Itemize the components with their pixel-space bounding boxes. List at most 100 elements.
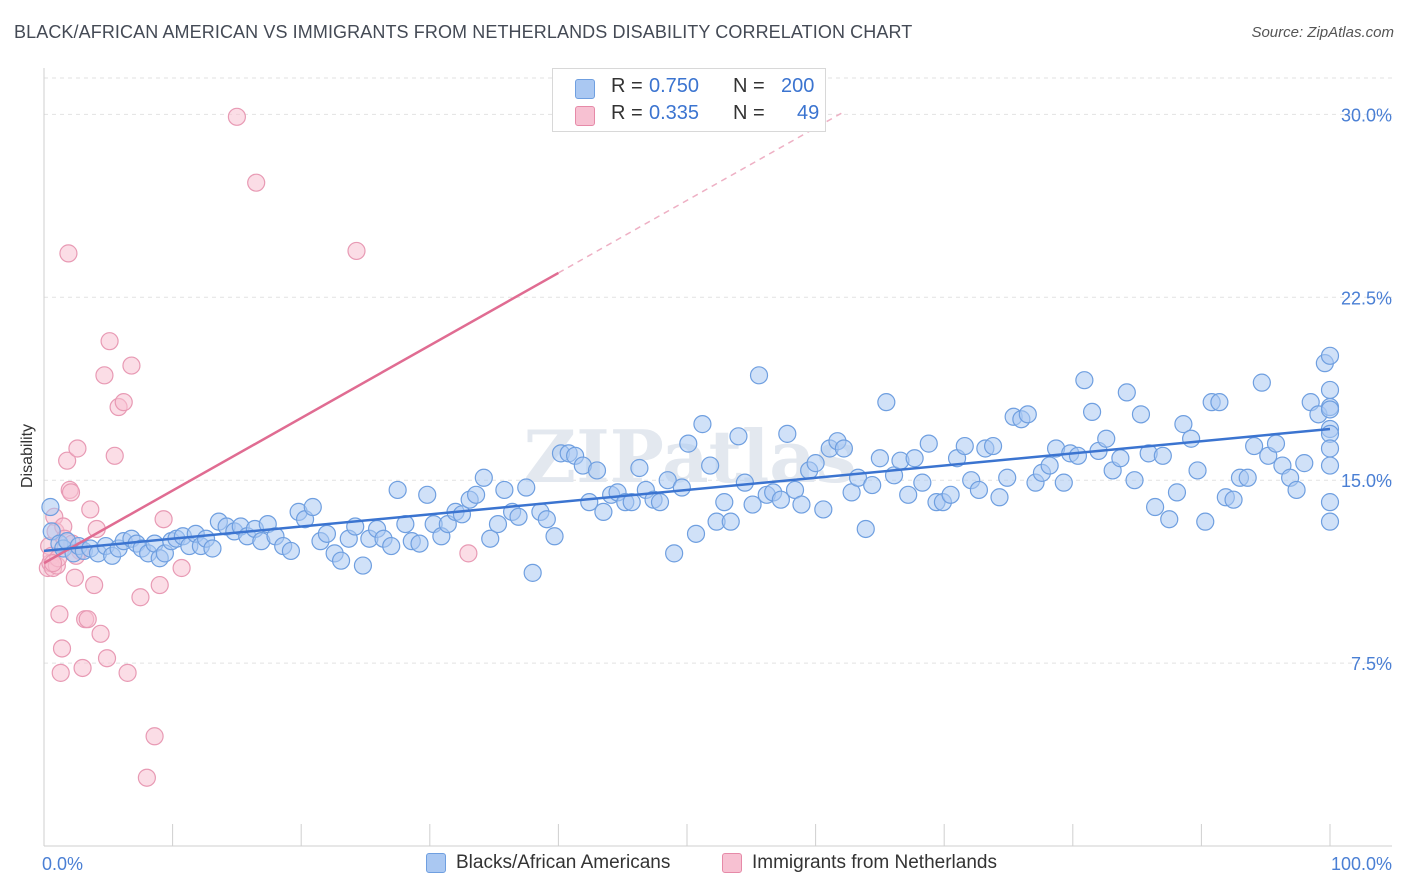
legend: R = 0.750 N = 200 R = 0.335 N = 49 (552, 68, 826, 132)
pink-point (247, 173, 266, 192)
blue-point (721, 512, 740, 531)
pink-point (122, 356, 141, 375)
blue-point (594, 502, 613, 521)
blue-point (418, 485, 437, 504)
blue-point (1018, 405, 1037, 424)
y-tick-label: 15.0% (1341, 471, 1392, 491)
legend-n-label: N = (733, 102, 765, 124)
blue-point (729, 427, 748, 446)
blue-point (545, 527, 564, 546)
blue-point (913, 473, 932, 492)
blue-point (814, 500, 833, 519)
blue-point (353, 556, 373, 575)
legend-swatch-blue (575, 79, 595, 99)
blue-point (693, 415, 712, 434)
blue-point (1082, 402, 1102, 422)
blue-point (870, 449, 890, 468)
y-tick-label: 22.5% (1341, 288, 1392, 308)
pink-series (38, 107, 478, 787)
legend-r-value: 0.750 (649, 75, 700, 97)
legend-swatch-pink (575, 106, 595, 126)
blue-point (863, 475, 882, 495)
legend-n-value: 200 (781, 75, 815, 97)
x-tick-labels: 0.0% 100.0% (42, 854, 1392, 874)
blue-point (771, 490, 790, 509)
y-tick-label: 7.5% (1351, 654, 1392, 674)
pink-point (347, 241, 366, 261)
blue-point (303, 497, 322, 517)
pink-point (68, 439, 87, 458)
pink-point (78, 610, 97, 629)
axes (43, 68, 1392, 847)
blue-point (778, 424, 797, 443)
blue-point (658, 471, 677, 490)
blue-point (1210, 393, 1229, 412)
blue-point (955, 436, 974, 456)
blue-point (1245, 436, 1264, 456)
blue-point (749, 366, 769, 385)
blue-point (998, 468, 1017, 487)
blue-point (899, 485, 918, 504)
blue-point (834, 439, 853, 458)
blue-point (1146, 497, 1165, 517)
blue-point (203, 539, 222, 558)
blue-point (281, 541, 301, 561)
blue-point (701, 456, 720, 475)
pink-point (51, 663, 70, 682)
pink-point (81, 500, 100, 519)
pink-point (50, 605, 69, 624)
blue-point (410, 534, 429, 553)
blue-point (806, 454, 825, 473)
blue-point (317, 524, 337, 543)
blue-point (509, 507, 528, 526)
blue-point (905, 449, 924, 468)
blue-point (990, 488, 1009, 507)
blue-point (679, 434, 698, 453)
blue-point (622, 493, 641, 512)
legend-r-label: R = (611, 102, 643, 124)
blue-point (1266, 434, 1286, 453)
blue-point (1320, 400, 1340, 419)
pink-point (52, 639, 72, 658)
blue-point (488, 514, 508, 534)
blue-point (1160, 510, 1179, 529)
blue-point (672, 478, 691, 497)
y-tick-label: 30.0% (1341, 105, 1392, 125)
blue-point (1320, 493, 1340, 512)
bottom-legend-swatch-pink (722, 853, 742, 873)
blue-point (1117, 383, 1136, 402)
blue-point (1320, 512, 1340, 531)
blue-point (877, 393, 896, 412)
blue-point (1068, 446, 1088, 465)
blue-point (1188, 461, 1207, 480)
blue-point (856, 519, 875, 539)
blue-point (919, 434, 938, 453)
pink-point (85, 575, 104, 595)
pink-point (100, 332, 119, 351)
blue-point (1182, 429, 1201, 448)
pink-point (65, 568, 84, 587)
blue-point (1295, 454, 1314, 473)
blue-point (331, 551, 351, 570)
blue-point (715, 493, 734, 512)
blue-point (1054, 473, 1073, 492)
blue-point (969, 480, 989, 500)
blue-point (1174, 415, 1193, 434)
blue-point (41, 497, 60, 517)
pink-point (58, 451, 77, 470)
blue-point (686, 524, 706, 543)
blue-point (1153, 446, 1172, 465)
blue-point (941, 485, 960, 504)
blue-trend-line (43, 427, 1331, 553)
blue-point (792, 495, 811, 514)
bottom-legend-label-blue: Blacks/African Americans (456, 852, 671, 873)
blue-point (523, 563, 542, 582)
blue-point (1167, 483, 1187, 502)
blue-point (1224, 490, 1243, 509)
pink-point (114, 393, 133, 412)
blue-point (537, 510, 556, 529)
blue-point (743, 495, 762, 514)
pink-point (172, 558, 191, 578)
pink-point (91, 624, 110, 643)
pink-point (95, 366, 114, 385)
